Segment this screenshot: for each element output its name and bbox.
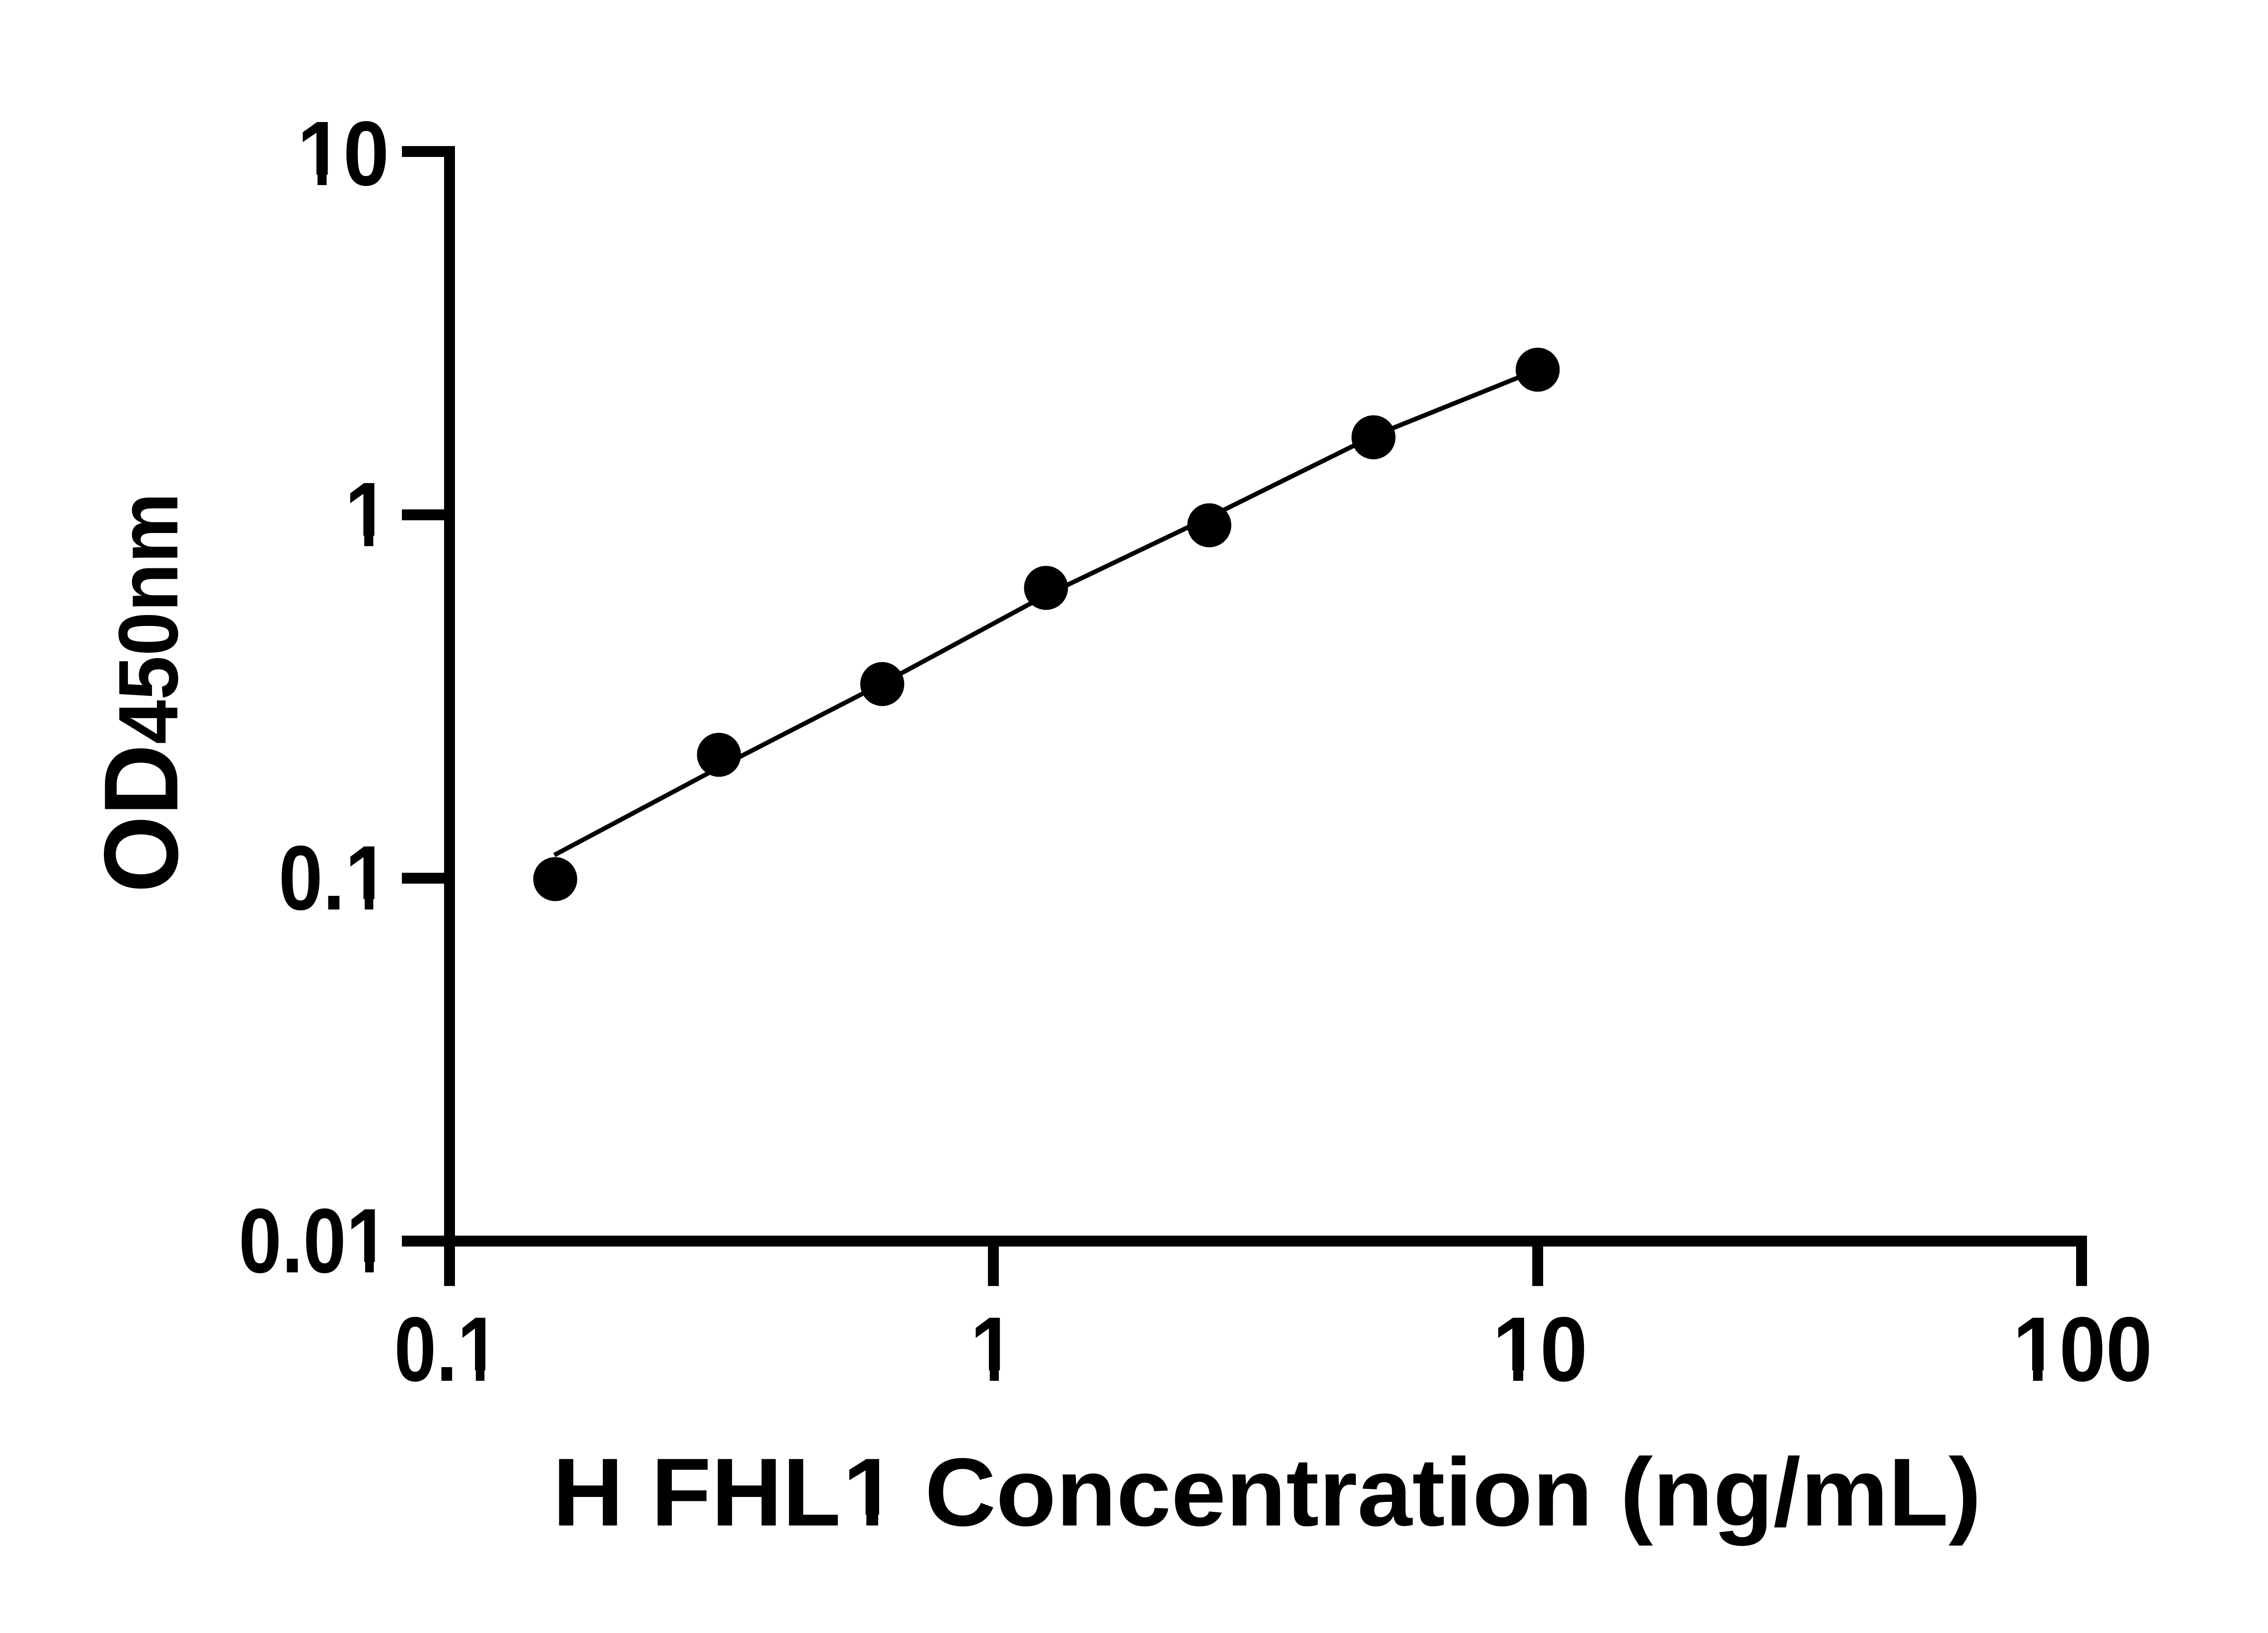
svg-text:10: 10 xyxy=(297,102,389,205)
svg-text:0.1: 0.1 xyxy=(279,826,389,929)
svg-text:1: 1 xyxy=(970,1298,1015,1400)
svg-text:1: 1 xyxy=(345,463,389,566)
svg-text:0.01: 0.01 xyxy=(239,1189,389,1292)
svg-text:OD450nm: OD450nm xyxy=(83,493,200,893)
svg-text:0.1: 0.1 xyxy=(394,1298,499,1400)
svg-text:10: 10 xyxy=(1492,1298,1588,1400)
svg-text:H FHL1 Concentration (ng/mL): H FHL1 Concentration (ng/mL) xyxy=(552,1438,1981,1546)
svg-text:100: 100 xyxy=(2013,1298,2152,1400)
